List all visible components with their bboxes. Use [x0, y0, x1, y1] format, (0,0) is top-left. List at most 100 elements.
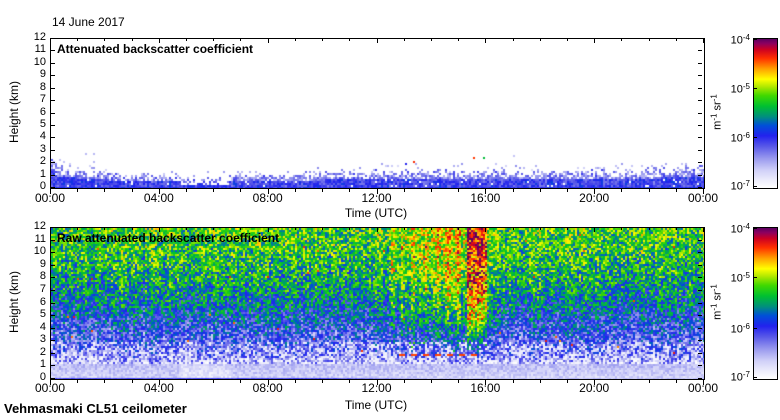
- colorbar-tick-label: 10-4: [730, 222, 750, 236]
- x-tick-top: [186, 228, 188, 230]
- x-tick: [430, 380, 432, 383]
- x-tick-top: [104, 228, 106, 230]
- y-tick: [51, 187, 55, 188]
- x-tick-label: 12:00: [361, 381, 392, 395]
- x-axis-label-bottom: Time (UTC): [344, 398, 408, 412]
- x-tick-label: 08:00: [252, 381, 283, 395]
- x-tick-label: 12:00: [361, 191, 392, 205]
- y-tick-label: 3: [39, 142, 46, 155]
- x-tick: [566, 380, 568, 383]
- y-tick-right: [698, 100, 702, 102]
- x-tick: [594, 189, 596, 194]
- x-tick-label: 00:00: [687, 191, 719, 205]
- y-tick-right: [698, 289, 702, 291]
- x-tick: [186, 189, 188, 192]
- x-tick-label: 08:00: [252, 191, 283, 205]
- x-tick-top: [376, 228, 378, 232]
- y-tick-label: 8: [39, 80, 46, 93]
- y-tick-label: 6: [39, 295, 46, 308]
- x-tick: [675, 189, 677, 192]
- x-tick-top: [566, 228, 568, 230]
- y-tick: [51, 137, 55, 139]
- y-tick: [51, 327, 55, 329]
- y-tick: [51, 252, 55, 254]
- y-tick-label: 7: [39, 93, 46, 106]
- y-tick-right: [698, 50, 702, 52]
- y-tick: [51, 289, 55, 291]
- x-tick-top: [621, 228, 623, 230]
- y-tick: [51, 174, 55, 176]
- colorbar-unit-label-bottom: m-1 sr-1: [709, 284, 724, 320]
- attenuated-backscatter-panel: Attenuated backscatter coefficient: [50, 38, 705, 189]
- colorbar-tick-label: 10-5: [730, 271, 750, 285]
- attenuated-backscatter-heatmap: [51, 39, 704, 188]
- y-tick-label: 7: [39, 282, 46, 295]
- colorbar-tick-label: 10-7: [730, 179, 750, 193]
- colorbar-tick-label: 10-6: [730, 321, 750, 336]
- y-tick-right: [698, 75, 702, 77]
- x-tick: [703, 380, 704, 385]
- y-tick: [51, 352, 55, 354]
- y-axis-label-top: Height (km): [7, 80, 21, 144]
- x-tick-top: [104, 39, 106, 41]
- x-tick: [349, 380, 351, 383]
- x-tick: [77, 189, 79, 192]
- y-tick-right: [698, 315, 702, 317]
- y-tick: [51, 149, 55, 151]
- x-tick-top: [349, 228, 351, 230]
- x-tick-top: [50, 228, 51, 232]
- y-tick: [51, 340, 55, 342]
- x-tick-top: [267, 39, 269, 43]
- x-tick: [485, 380, 487, 385]
- x-tick: [294, 380, 296, 383]
- x-tick-label: 20:00: [579, 191, 610, 205]
- y-tick-right: [698, 378, 702, 379]
- x-tick-top: [539, 228, 541, 230]
- x-tick-top: [131, 39, 133, 41]
- y-tick-right: [698, 62, 702, 64]
- y-tick-label: 1: [39, 358, 46, 371]
- x-tick: [213, 189, 215, 192]
- x-tick: [594, 380, 596, 385]
- raw-attenuated-backscatter-heatmap: [51, 228, 704, 379]
- y-axis-label-bottom: Height (km): [7, 270, 21, 334]
- x-tick-top: [77, 39, 79, 41]
- x-tick: [675, 380, 677, 383]
- y-tick-label: 1: [39, 167, 46, 180]
- x-tick-label: 04:00: [143, 191, 174, 205]
- x-tick-top: [512, 228, 514, 230]
- y-tick-right: [698, 112, 702, 114]
- y-tick: [51, 87, 55, 89]
- x-tick-top: [294, 228, 296, 230]
- x-tick: [50, 380, 51, 385]
- x-tick: [430, 189, 432, 192]
- x-tick: [158, 380, 160, 385]
- colorbar-unit-label-top: m-1 sr-1: [709, 94, 724, 130]
- x-tick-top: [430, 39, 432, 41]
- y-tick-right: [698, 174, 702, 176]
- x-tick: [240, 380, 242, 383]
- y-tick-label: 0: [39, 180, 46, 192]
- colorbar-tick: [754, 87, 757, 89]
- colorbar-tick: [754, 137, 757, 139]
- x-tick-top: [675, 228, 677, 230]
- x-tick: [403, 189, 405, 192]
- x-tick: [349, 189, 351, 192]
- y-tick: [51, 277, 55, 279]
- y-tick-right: [698, 162, 702, 164]
- colorbar-tick-label: 10-4: [730, 33, 750, 47]
- raw-attenuated-backscatter-panel: Raw attenuated backscatter coefficient: [50, 227, 705, 380]
- y-tick-label: 10: [33, 245, 46, 258]
- x-tick: [213, 380, 215, 383]
- x-tick: [621, 189, 623, 192]
- y-tick-right: [698, 327, 702, 329]
- y-tick-label: 4: [39, 130, 46, 143]
- y-tick: [51, 75, 55, 77]
- x-tick: [376, 189, 378, 194]
- y-tick: [51, 112, 55, 114]
- x-tick-top: [621, 39, 623, 41]
- x-tick: [512, 380, 514, 383]
- x-tick: [512, 189, 514, 192]
- x-axis-label-top: Time (UTC): [344, 206, 408, 220]
- y-tick-right: [698, 187, 702, 188]
